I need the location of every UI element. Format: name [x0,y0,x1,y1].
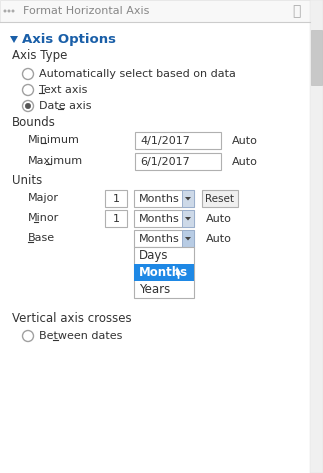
Text: Text axis: Text axis [39,85,88,95]
Polygon shape [185,197,191,201]
FancyBboxPatch shape [311,30,322,85]
Text: Months: Months [139,213,180,224]
FancyBboxPatch shape [134,264,194,281]
Text: Axis Options: Axis Options [22,33,116,45]
Text: Date axis: Date axis [39,101,91,111]
Text: Between dates: Between dates [39,331,122,341]
Text: 6/1/2017: 6/1/2017 [140,157,190,166]
Text: 1: 1 [112,213,120,224]
Polygon shape [185,217,191,220]
Circle shape [23,331,34,342]
Text: Minor: Minor [28,213,59,223]
Text: Vertical axis crosses: Vertical axis crosses [12,312,132,324]
FancyBboxPatch shape [182,230,194,247]
Text: Bounds: Bounds [12,115,56,129]
FancyBboxPatch shape [134,230,194,247]
Circle shape [26,104,31,109]
FancyBboxPatch shape [182,190,194,207]
FancyBboxPatch shape [310,0,323,473]
FancyBboxPatch shape [0,0,310,22]
Text: Months: Months [139,193,180,203]
FancyBboxPatch shape [134,247,194,298]
Text: Days: Days [139,249,169,262]
FancyBboxPatch shape [135,132,221,149]
FancyBboxPatch shape [134,190,194,207]
Text: ⌕: ⌕ [292,4,300,18]
Circle shape [4,9,6,12]
Text: Auto: Auto [232,135,258,146]
Text: Automatically select based on data: Automatically select based on data [39,69,236,79]
Text: Years: Years [139,283,170,296]
FancyBboxPatch shape [105,190,127,207]
Text: Base: Base [28,233,55,243]
Circle shape [12,9,15,12]
Text: Reset: Reset [205,193,234,203]
FancyBboxPatch shape [134,210,194,227]
Circle shape [23,100,34,112]
Text: Minimum: Minimum [28,135,80,145]
Polygon shape [10,36,18,43]
Text: Maximum: Maximum [28,156,83,166]
Text: Auto: Auto [206,234,232,244]
Text: Auto: Auto [206,213,232,224]
Circle shape [23,85,34,96]
Text: Axis Type: Axis Type [12,50,68,62]
Text: Major: Major [28,193,59,203]
Polygon shape [176,268,181,279]
FancyBboxPatch shape [135,153,221,170]
Text: Auto: Auto [232,157,258,166]
FancyBboxPatch shape [202,190,238,207]
Text: 1: 1 [112,193,120,203]
Text: Units: Units [12,174,42,186]
Circle shape [7,9,11,12]
Text: Months: Months [139,266,188,279]
Text: Months: Months [139,234,180,244]
Polygon shape [185,237,191,240]
Text: Format Horizontal Axis: Format Horizontal Axis [23,6,149,16]
Text: 4/1/2017: 4/1/2017 [140,135,190,146]
FancyBboxPatch shape [182,210,194,227]
Circle shape [23,69,34,79]
FancyBboxPatch shape [105,210,127,227]
